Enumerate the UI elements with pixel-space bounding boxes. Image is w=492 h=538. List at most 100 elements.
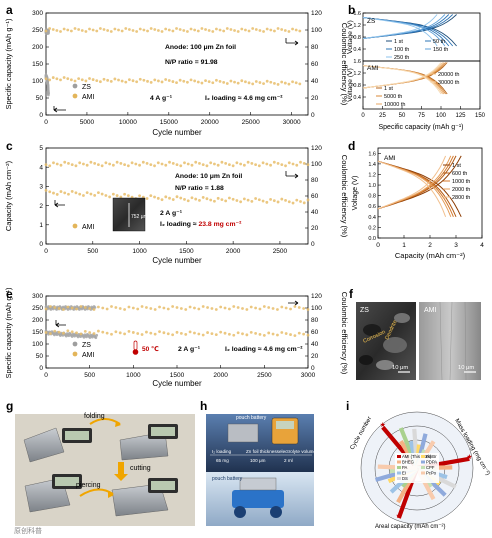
table-r1-c3: electrolyte volume — [279, 449, 316, 454]
x-tick-label: 500 — [87, 248, 98, 255]
radar-legend-swatch — [421, 471, 425, 475]
y2-tick-label: 80 — [311, 44, 319, 51]
data-point-ce-ami — [138, 27, 142, 31]
data-point-ami — [249, 330, 253, 334]
data-point-ce-ami — [156, 161, 160, 165]
data-point-ce-zs — [47, 31, 50, 35]
data-point-ce-ami — [70, 163, 74, 167]
data-point-ce-ami — [44, 29, 48, 33]
data-point-ce-ami — [287, 30, 291, 33]
inset-thickness-label: 752 μm — [131, 214, 148, 220]
meter-3-display — [55, 477, 79, 486]
panel-e-axes: 0 500 1000 1500 2000 2500 30000501001502002503… — [32, 293, 322, 379]
panel-e-arrows — [55, 300, 299, 328]
panel-c-loading-value: 23.8 mg cm⁻² — [198, 221, 242, 228]
data-point-ce-ami — [206, 306, 209, 309]
zs-discharge-curve — [362, 17, 438, 47]
data-point-ami — [306, 198, 310, 202]
data-point-ami — [213, 199, 216, 203]
y-tick-label: 150 — [32, 329, 43, 336]
data-point-ami — [298, 82, 302, 86]
data-point-ce-ami — [111, 163, 115, 167]
x-tick-label: 2500 — [273, 248, 288, 255]
data-point-ami — [138, 77, 142, 81]
data-point-ami — [149, 80, 153, 84]
data-point-ce-ami — [131, 29, 135, 32]
data-point-ce-ami — [74, 164, 78, 168]
data-point-ce-ami — [168, 160, 171, 164]
data-point-ce-ami — [88, 307, 92, 310]
zs-charge-curve — [362, 14, 457, 39]
data-point-ami — [287, 82, 291, 86]
panel-a-xlabel: Cycle number — [152, 128, 202, 137]
data-point-ce-ami — [135, 30, 139, 33]
folded-pouch-icon — [23, 427, 65, 463]
data-point-ce-ami — [104, 161, 108, 165]
data-point-ce-ami — [105, 307, 109, 311]
data-point-ce-ami — [280, 28, 284, 31]
data-point-ce-ami — [280, 305, 284, 309]
data-point-ami — [171, 198, 175, 201]
data-point-ce-ami — [299, 160, 302, 164]
data-point-ami — [123, 332, 126, 336]
radar-star-icon: ★ — [396, 512, 402, 520]
data-point-ce-ami — [123, 163, 126, 167]
data-point-ami — [231, 197, 235, 201]
data-point-ami — [241, 332, 244, 336]
data-point-ami — [284, 198, 287, 202]
data-point-ce-ami — [295, 163, 299, 167]
data-point-ami — [214, 333, 218, 337]
data-point-ce-ami — [48, 164, 52, 168]
b-x-tick-label: 100 — [436, 113, 447, 119]
data-point-ami — [70, 190, 74, 193]
sem-zs-blob-4 — [394, 313, 410, 323]
data-point-ami — [120, 79, 124, 83]
data-point-ami — [280, 197, 284, 201]
panel-h: h pouch battery I₂ loading Zn foil thick… — [200, 399, 316, 526]
photo-g-battery-2 — [119, 424, 178, 461]
arrow-piercing-icon — [79, 488, 114, 497]
data-point-ami — [118, 331, 122, 335]
radar-legend-swatch — [421, 460, 425, 464]
data-point-ce-ami — [106, 29, 110, 32]
data-point-ce-ami — [210, 307, 214, 310]
panel-a-label: a — [6, 3, 13, 17]
data-point-ami — [100, 192, 104, 196]
legend-label-ami-e: AMI — [82, 352, 95, 359]
data-point-ce-ami — [216, 163, 220, 167]
ami-charge-curve — [362, 62, 442, 89]
panel-c-ylabel: Capacity (mAh cm⁻²) — [4, 160, 13, 231]
data-point-ce-ami — [254, 306, 257, 310]
data-point-ce-zs — [47, 29, 50, 33]
d-y-tick-label: 0.2 — [368, 225, 376, 231]
data-point-ce-ami — [175, 27, 178, 30]
panel-c-label: c — [6, 139, 13, 153]
data-point-ce-ami — [193, 28, 197, 32]
panel-e-temp: 50 ℃ — [142, 345, 159, 353]
data-point-ce-ami — [265, 27, 269, 31]
data-point-ami — [220, 198, 224, 202]
data-point-ce-ami — [97, 163, 100, 167]
data-point-ami — [117, 78, 120, 82]
y2-tick-label: 40 — [311, 341, 319, 348]
data-point-ce-ami — [276, 162, 280, 165]
y-tick-label: 250 — [32, 305, 43, 312]
data-point-ami — [254, 80, 258, 83]
sem-ami-streak-1 — [439, 301, 443, 381]
data-point-ami — [246, 198, 250, 202]
meter-2-display — [151, 427, 175, 436]
data-point-ami — [108, 195, 112, 199]
data-point-ce-ami — [289, 307, 292, 311]
data-point-ce-ami — [124, 27, 128, 30]
data-point-ami — [80, 78, 84, 82]
data-point-ami — [271, 332, 275, 336]
data-point-ce-ami — [97, 305, 100, 309]
y2-tick-label: 40 — [311, 78, 319, 85]
data-point-ce-ami — [70, 306, 74, 310]
data-point-zs — [47, 91, 50, 95]
data-point-ce-ami — [166, 307, 170, 311]
data-point-ami — [77, 77, 81, 81]
data-point-ami — [306, 333, 310, 337]
sem-zs-blob-1 — [363, 324, 381, 336]
data-point-ami — [209, 198, 213, 202]
